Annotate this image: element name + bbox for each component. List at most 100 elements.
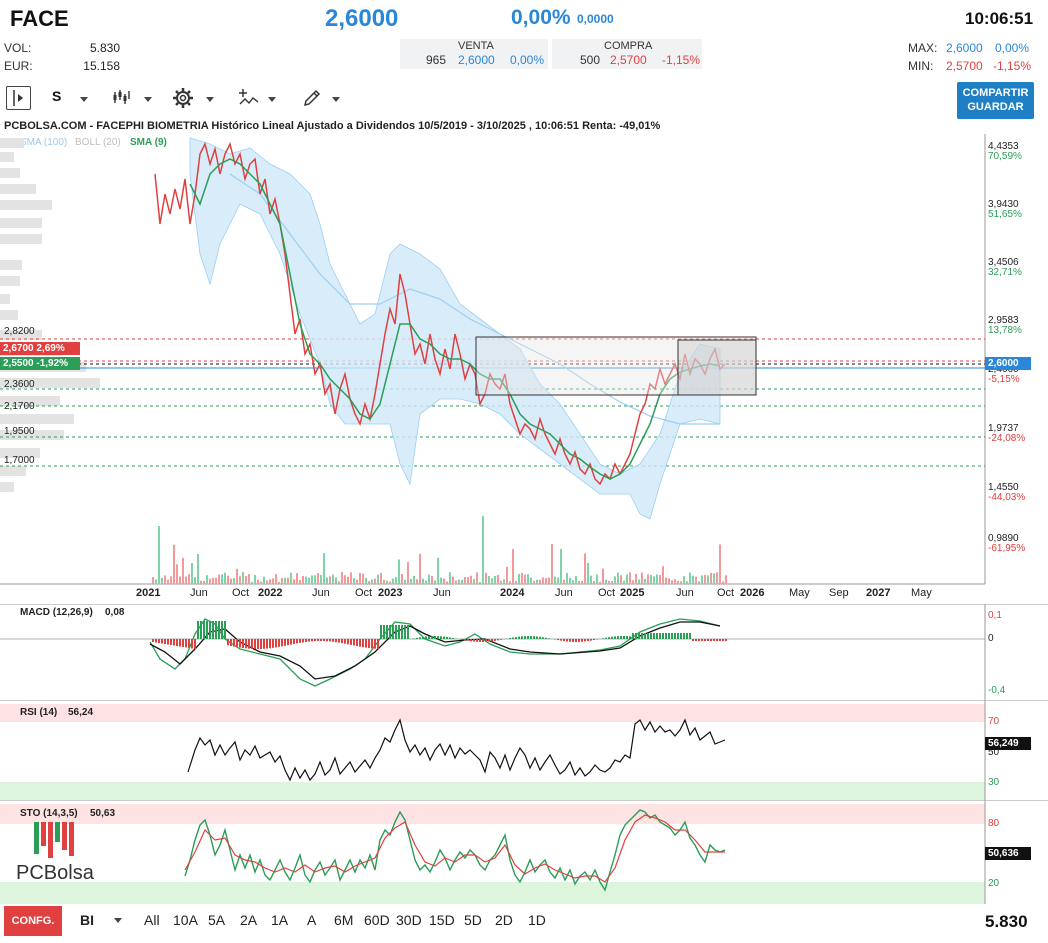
vol-value: 5.830 [89,41,120,55]
macd-hist-bar [641,633,643,639]
chevron-down-icon[interactable] [80,97,88,102]
x-axis-label: Oct [232,587,250,599]
macd-hist-bar [197,621,199,639]
macd-hist-bar [152,639,154,642]
macd-hist-bar [278,639,280,647]
volume-bar [470,575,472,584]
right-axis-pct: 51,65% [988,209,1022,220]
volume-bar [572,580,574,584]
period-selector[interactable]: S [52,88,62,104]
macd-hist-bar [323,639,325,642]
pencil-icon[interactable] [302,88,322,113]
range-button[interactable]: 60D [364,912,390,928]
x-axis-label: May [911,587,932,599]
panel-toggle-icon[interactable] [6,86,31,110]
chevron-down-icon[interactable] [114,918,122,923]
candles-icon[interactable] [112,88,132,111]
volume-bar [623,580,625,584]
macd-hist-bar [560,639,562,641]
macd-hist-bar [671,633,673,639]
macd-hist-bar [218,621,220,639]
volume-bar [449,572,451,584]
range-button[interactable]: All [144,912,160,928]
price-chart[interactable] [0,134,1048,604]
volume-bar [557,577,559,584]
range-button[interactable]: 10A [173,912,198,928]
range-button[interactable]: 6M [334,912,354,928]
buy-label: COMPRA [604,40,653,52]
range-box[interactable] [475,336,757,396]
volume-bar [221,574,223,584]
macd-hist-bar [533,636,535,639]
macd-hist-bar [701,639,703,641]
range-button[interactable]: 2D [495,912,513,928]
share-save-button[interactable]: COMPARTIR GUARDAR [957,82,1034,119]
sell-qty: 965 [426,53,447,67]
macd-hist-bar [644,633,646,639]
volume-bar [596,574,598,584]
range-button[interactable]: 5D [464,912,482,928]
right-axis-price: 3,9430 [988,199,1019,210]
macd-hist-bar [239,639,241,648]
range-button[interactable]: 1D [528,912,546,928]
chevron-down-icon[interactable] [144,97,152,102]
sto-panel[interactable] [0,800,1048,904]
range-button[interactable]: 30D [396,912,422,928]
indicators-icon[interactable] [238,88,260,113]
chevron-down-icon[interactable] [268,97,276,102]
volume-bar [479,581,481,584]
macd-hist-bar [704,639,706,641]
volume-bar [215,577,217,584]
volume-bar [224,572,226,584]
range-button[interactable]: 15D [429,912,455,928]
macd-hist-bar [386,625,388,639]
right-axis-price: 4,4353 [988,141,1019,152]
macd-hist-bar [191,639,193,649]
range-button[interactable]: A [307,912,317,928]
volume-bar [482,516,484,584]
pcbolsa-logo-text: PCBolsa [16,862,94,884]
range-box-recent[interactable] [677,339,757,396]
volume-bar [545,578,547,584]
volume-bar [155,579,157,584]
volume-bar [392,578,394,584]
volume-bar [326,577,328,584]
volume-bar [323,553,325,584]
volume-bar [476,572,478,584]
rsi-axis-30: 30 [988,777,1000,788]
macd-panel[interactable] [0,604,1048,700]
volume-bar [551,544,553,584]
volume-bar [566,572,568,584]
macd-hist-bar [338,639,340,643]
rsi-value: 56,24 [68,707,94,718]
macd-hist-bar [248,639,250,649]
volume-bar [359,572,361,584]
volume-bar [497,574,499,584]
macd-hist-bar [605,637,607,639]
x-axis-label: Jun [555,587,573,599]
sell-price: 2,6000 [458,53,495,67]
rsi-panel[interactable] [0,700,1048,800]
config-button[interactable]: CONFG. [4,906,62,936]
macd-hist-bar [473,639,475,642]
chevron-down-icon[interactable] [206,97,214,102]
max-value: 2,6000 [946,41,983,55]
x-axis-label: Oct [355,587,373,599]
range-button[interactable]: 5A [208,912,226,928]
range-button[interactable]: 1A [271,912,289,928]
bollinger-band [189,137,721,520]
macd-hist-bar [662,633,664,639]
volume-bar [344,575,346,584]
gear-icon[interactable] [172,87,194,114]
bi-selector[interactable]: BI [80,912,94,928]
x-axis-label: Jun [433,587,451,599]
volume-bar [515,580,517,584]
range-button[interactable]: 2A [240,912,258,928]
sto-value: 50,63 [90,808,116,819]
macd-hist-bar [446,636,448,639]
macd-hist-bar [290,639,292,645]
macd-hist-bar [245,639,247,649]
chevron-down-icon[interactable] [332,97,340,102]
right-axis-pct: -61,95% [988,543,1026,554]
volume-bar [464,577,466,584]
